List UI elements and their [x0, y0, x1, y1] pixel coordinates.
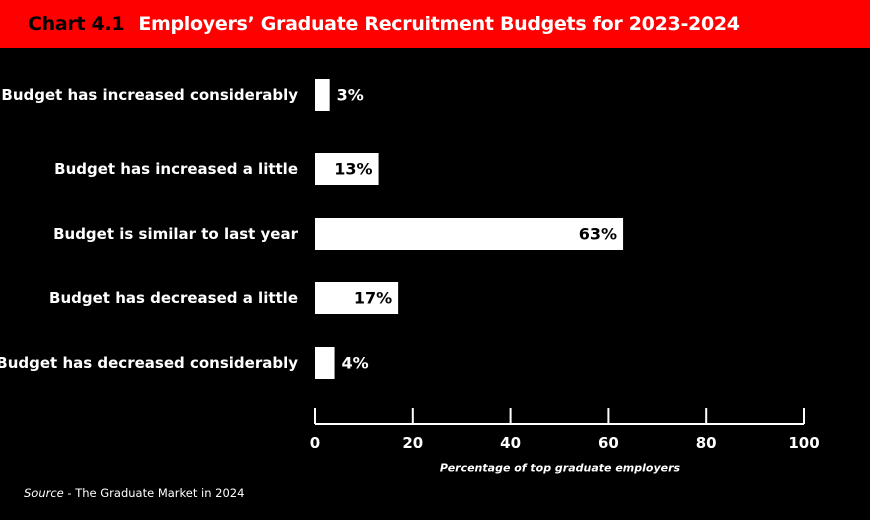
bar — [315, 347, 335, 379]
category-label: Budget is similar to last year — [53, 225, 299, 243]
source-text: - The Graduate Market in 2024 — [63, 486, 245, 500]
bar-chart: Budget has increased considerably 3% Budge… — [0, 79, 820, 475]
value-label: 4% — [342, 354, 369, 373]
value-label: 63% — [579, 225, 617, 244]
bar — [315, 282, 399, 314]
x-tick-label: 60 — [598, 434, 619, 452]
value-label: 17% — [354, 289, 392, 308]
bar — [315, 218, 624, 250]
bar — [315, 79, 330, 111]
source-note: Source - The Graduate Market in 2024 — [24, 486, 244, 500]
x-tick-label: 40 — [500, 434, 521, 452]
category-label: Budget has decreased a little — [49, 289, 298, 307]
chart-header: Chart 4.1 Employers’ Graduate Recruitmen… — [0, 0, 870, 48]
source-label: Source — [24, 486, 64, 500]
bar — [315, 153, 379, 185]
category-label: Budget has increased a little — [54, 160, 298, 178]
x-axis-label: Percentage of top graduate employers — [440, 462, 681, 475]
x-tick-label: 20 — [402, 434, 423, 452]
x-tick-label: 80 — [696, 434, 717, 452]
chart-number: Chart 4.1 — [28, 13, 125, 35]
value-label: 13% — [334, 160, 372, 179]
chart-title: Employers’ Graduate Recruitment Budgets … — [138, 13, 740, 35]
category-label: Budget has increased considerably — [1, 86, 298, 104]
value-label: 3% — [337, 86, 364, 105]
x-tick-label: 100 — [788, 434, 819, 452]
x-tick-label: 0 — [310, 434, 320, 452]
category-label: Budget has decreased considerably — [0, 354, 298, 372]
